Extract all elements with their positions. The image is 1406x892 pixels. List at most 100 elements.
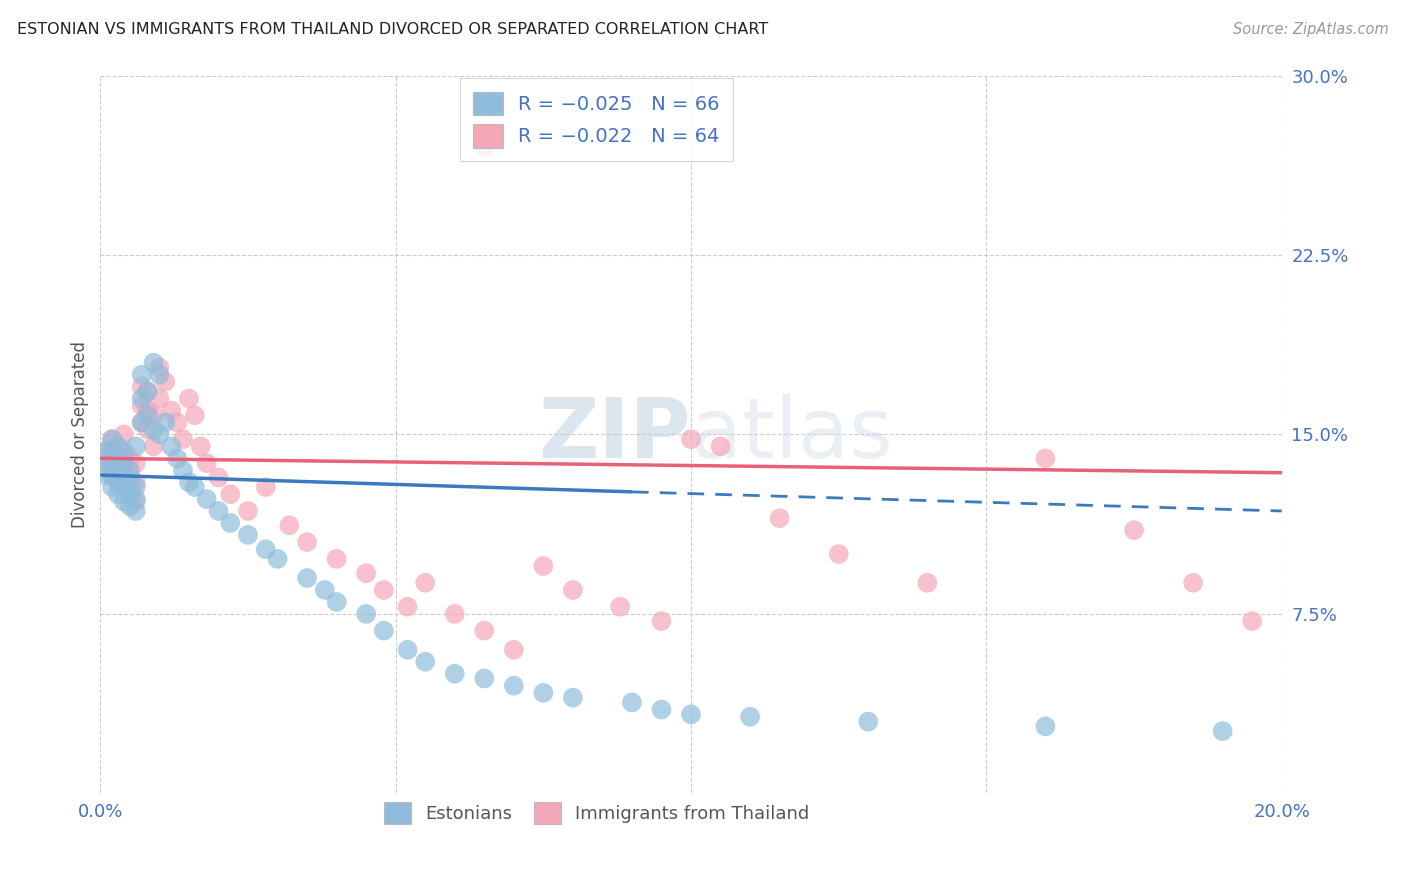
Point bbox=[112, 456, 135, 470]
Point bbox=[828, 547, 851, 561]
Point bbox=[125, 494, 148, 508]
Point bbox=[155, 375, 177, 389]
Point bbox=[107, 475, 129, 490]
Point bbox=[769, 511, 792, 525]
Point bbox=[125, 475, 148, 490]
Point bbox=[472, 624, 495, 638]
Point bbox=[131, 368, 153, 382]
Point bbox=[858, 714, 880, 729]
Point bbox=[502, 642, 524, 657]
Point bbox=[254, 542, 277, 557]
Point bbox=[136, 403, 159, 417]
Point bbox=[740, 710, 762, 724]
Point bbox=[219, 487, 242, 501]
Point bbox=[107, 475, 129, 490]
Point bbox=[278, 518, 301, 533]
Point bbox=[314, 582, 336, 597]
Point bbox=[131, 416, 153, 430]
Point bbox=[101, 468, 124, 483]
Point bbox=[101, 456, 124, 470]
Point bbox=[295, 571, 318, 585]
Point bbox=[184, 480, 207, 494]
Point bbox=[195, 456, 218, 470]
Point bbox=[195, 491, 218, 506]
Point bbox=[125, 491, 148, 506]
Text: ESTONIAN VS IMMIGRANTS FROM THAILAND DIVORCED OR SEPARATED CORRELATION CHART: ESTONIAN VS IMMIGRANTS FROM THAILAND DIV… bbox=[17, 22, 768, 37]
Point bbox=[679, 707, 702, 722]
Point bbox=[142, 409, 165, 423]
Point bbox=[142, 423, 165, 437]
Point bbox=[131, 379, 153, 393]
Point bbox=[620, 695, 643, 709]
Point bbox=[101, 444, 124, 458]
Point bbox=[112, 468, 135, 483]
Point bbox=[373, 624, 395, 638]
Point bbox=[166, 451, 188, 466]
Point bbox=[650, 614, 672, 628]
Point bbox=[1123, 523, 1146, 537]
Point bbox=[125, 480, 148, 494]
Point bbox=[472, 140, 495, 154]
Point bbox=[118, 470, 141, 484]
Point bbox=[125, 439, 148, 453]
Point bbox=[177, 475, 200, 490]
Point bbox=[112, 463, 135, 477]
Text: atlas: atlas bbox=[690, 394, 893, 475]
Point bbox=[190, 439, 212, 453]
Point bbox=[184, 409, 207, 423]
Point bbox=[236, 504, 259, 518]
Point bbox=[107, 487, 129, 501]
Point bbox=[107, 451, 129, 466]
Legend: Estonians, Immigrants from Thailand: Estonians, Immigrants from Thailand bbox=[373, 791, 820, 835]
Point bbox=[679, 432, 702, 446]
Point bbox=[101, 468, 124, 483]
Point bbox=[1212, 724, 1234, 739]
Point bbox=[107, 463, 129, 477]
Point bbox=[207, 470, 229, 484]
Point bbox=[155, 416, 177, 430]
Point bbox=[96, 444, 118, 458]
Point bbox=[118, 487, 141, 501]
Y-axis label: Divorced or Separated: Divorced or Separated bbox=[72, 341, 89, 528]
Point bbox=[219, 516, 242, 530]
Point bbox=[96, 468, 118, 483]
Point bbox=[295, 535, 318, 549]
Point bbox=[325, 552, 347, 566]
Point bbox=[118, 500, 141, 514]
Point bbox=[136, 384, 159, 399]
Point bbox=[254, 480, 277, 494]
Point bbox=[166, 416, 188, 430]
Point bbox=[531, 559, 554, 574]
Point bbox=[96, 444, 118, 458]
Point bbox=[136, 384, 159, 399]
Point bbox=[142, 439, 165, 453]
Point bbox=[112, 427, 135, 442]
Point bbox=[561, 582, 583, 597]
Point bbox=[118, 475, 141, 490]
Point bbox=[148, 360, 170, 375]
Point bbox=[207, 504, 229, 518]
Point bbox=[101, 480, 124, 494]
Point bbox=[443, 666, 465, 681]
Point bbox=[236, 528, 259, 542]
Point bbox=[112, 480, 135, 494]
Point bbox=[650, 703, 672, 717]
Point bbox=[354, 607, 377, 621]
Point bbox=[101, 451, 124, 466]
Point bbox=[125, 504, 148, 518]
Point bbox=[266, 552, 288, 566]
Point bbox=[125, 456, 148, 470]
Point bbox=[354, 566, 377, 581]
Point bbox=[1182, 575, 1205, 590]
Point bbox=[148, 392, 170, 406]
Point bbox=[609, 599, 631, 614]
Point bbox=[142, 356, 165, 370]
Point bbox=[472, 672, 495, 686]
Text: ZIP: ZIP bbox=[538, 394, 690, 475]
Point bbox=[96, 456, 118, 470]
Point bbox=[373, 582, 395, 597]
Point bbox=[107, 439, 129, 453]
Point bbox=[96, 456, 118, 470]
Point bbox=[396, 642, 419, 657]
Point bbox=[413, 575, 436, 590]
